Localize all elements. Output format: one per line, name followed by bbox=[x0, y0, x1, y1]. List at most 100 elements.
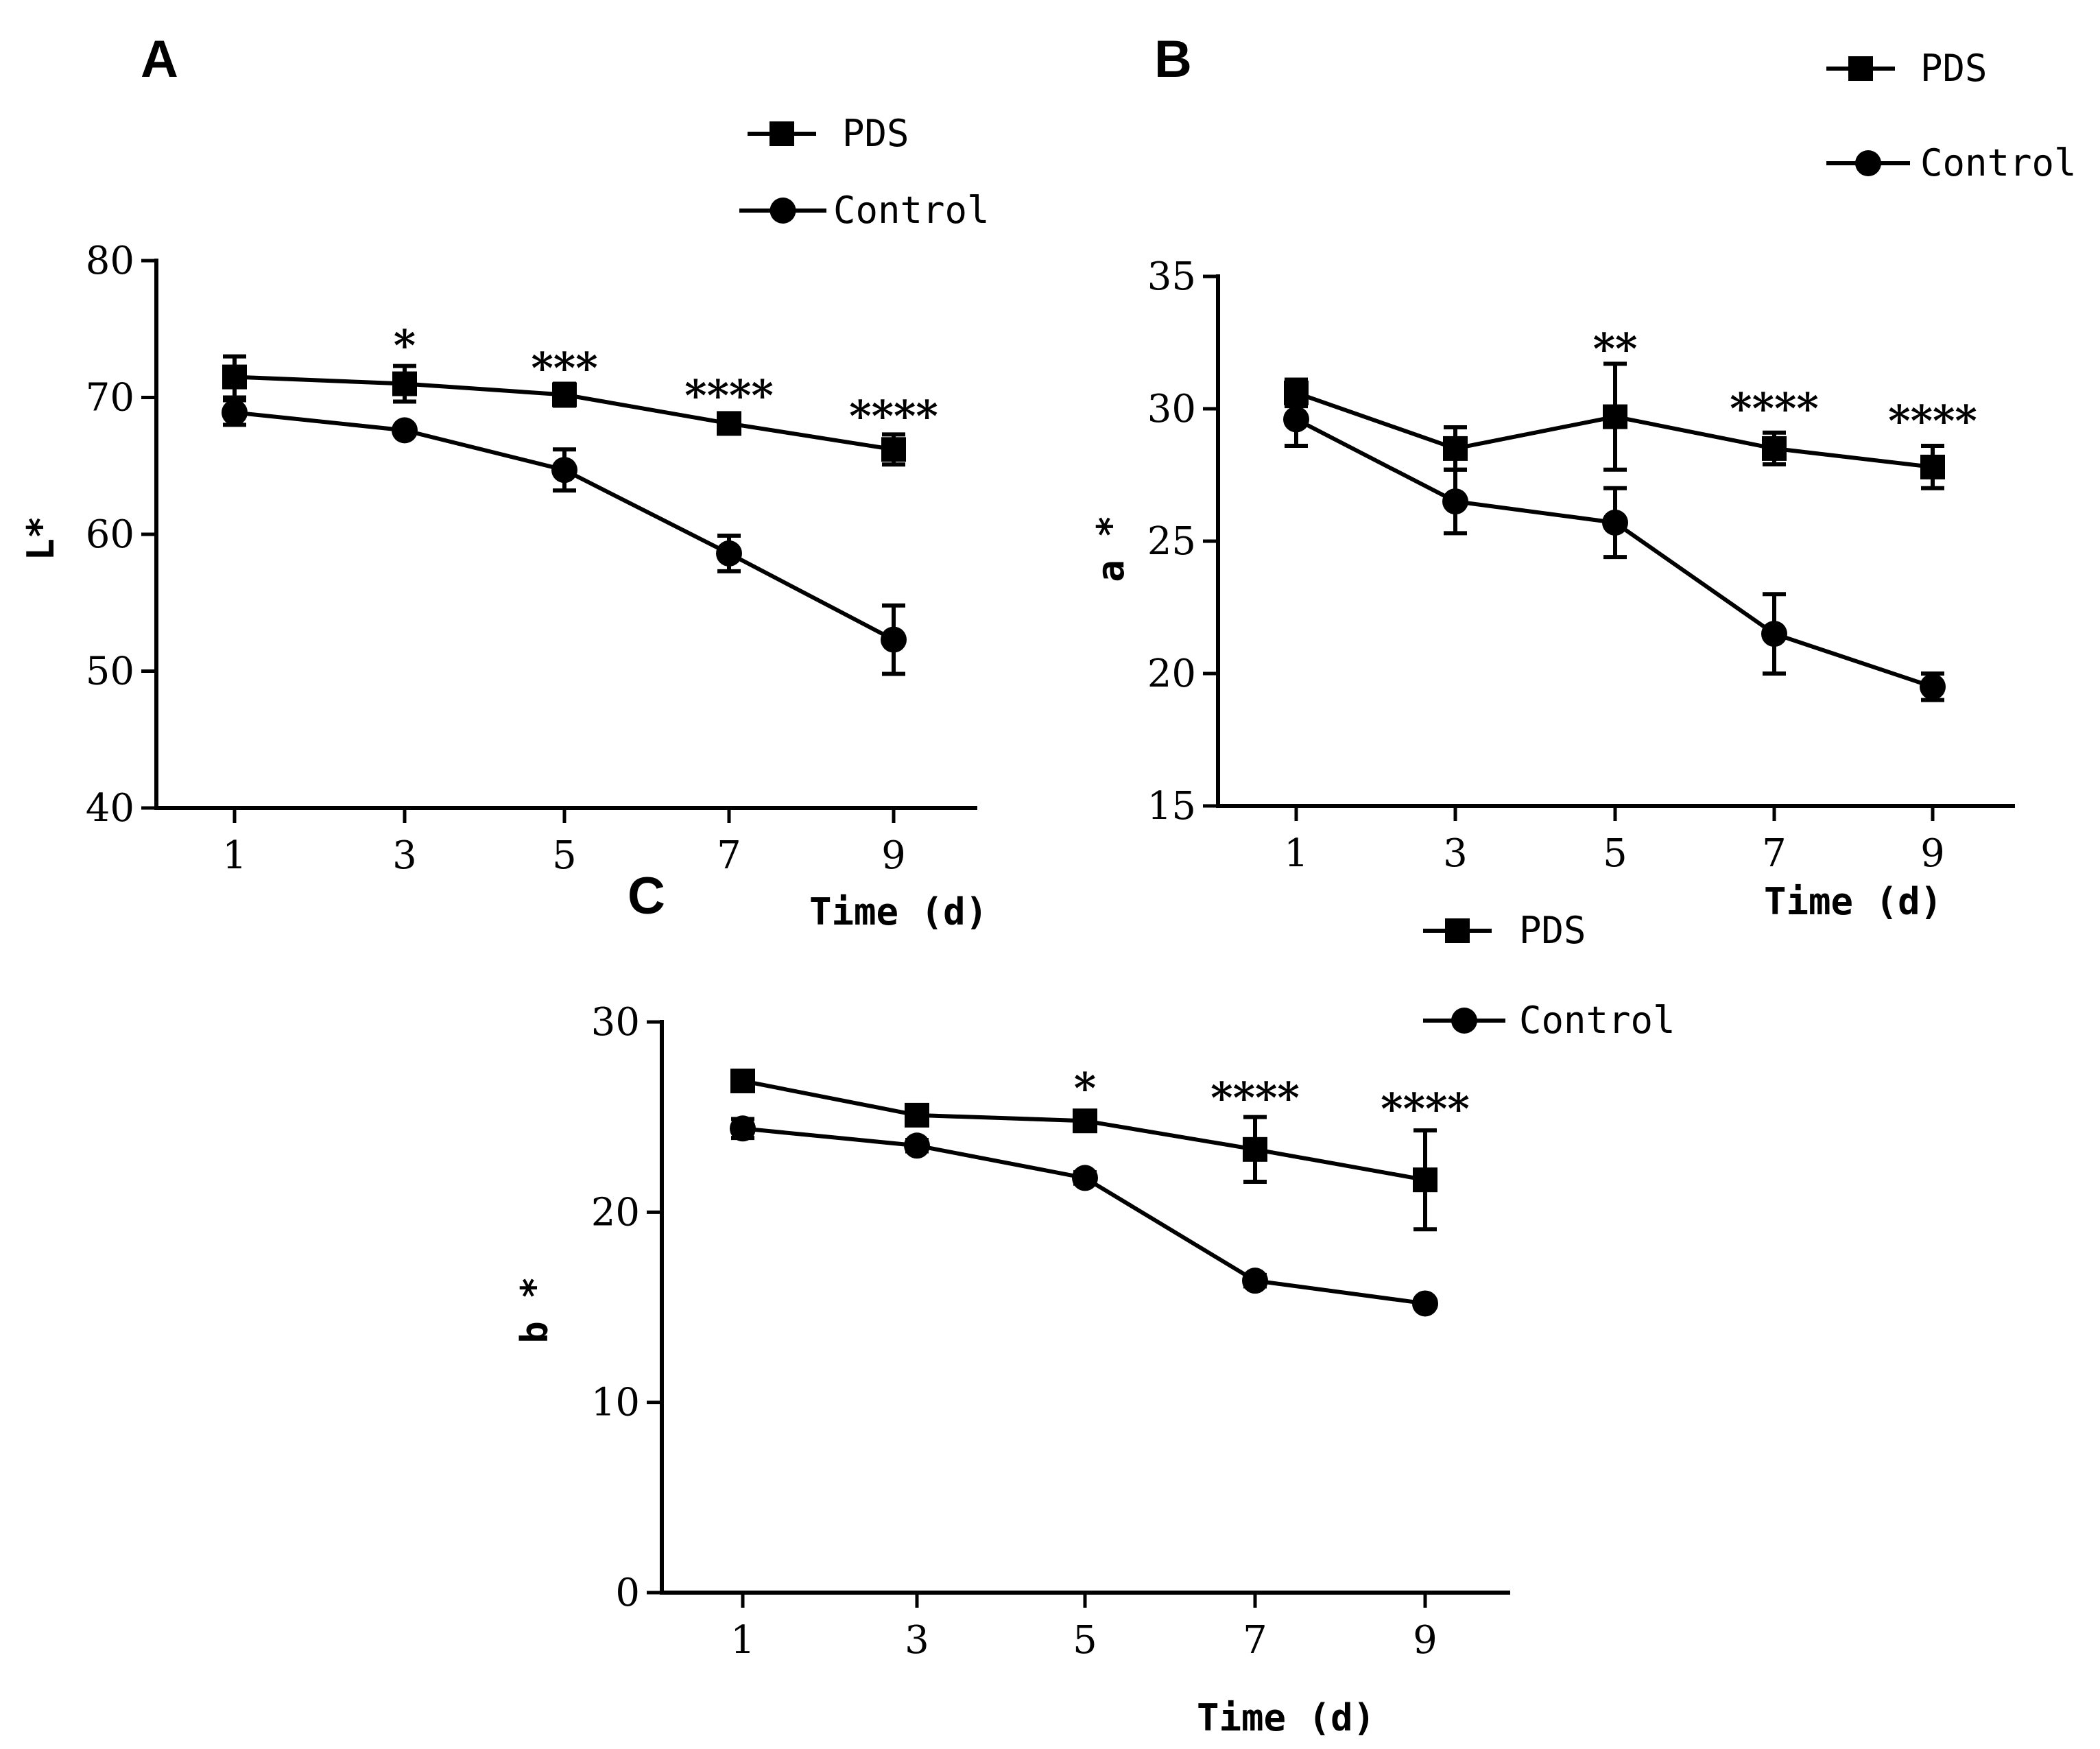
data-point bbox=[1442, 488, 1468, 515]
significance-label: * bbox=[1074, 1063, 1096, 1113]
data-point bbox=[1761, 621, 1787, 647]
significance-label: **** bbox=[1888, 396, 1977, 446]
y-tick-label: 70 bbox=[86, 376, 134, 420]
series-line bbox=[742, 1126, 1426, 1306]
y-tick-label: 30 bbox=[1147, 387, 1196, 431]
data-point bbox=[881, 626, 907, 653]
significance-label: *** bbox=[531, 343, 597, 393]
legend-entry: PDS bbox=[748, 112, 909, 155]
x-tick-label: 1 bbox=[730, 1618, 755, 1663]
data-point bbox=[1243, 1137, 1267, 1162]
significance-label: **** bbox=[1381, 1084, 1470, 1134]
legend-entry: Control bbox=[1423, 999, 1675, 1042]
data-point bbox=[730, 1115, 756, 1142]
data-point bbox=[1443, 436, 1468, 461]
significance-label: **** bbox=[684, 370, 774, 420]
x-tick-label: 5 bbox=[1603, 831, 1627, 876]
data-point bbox=[1602, 509, 1628, 536]
data-point bbox=[1073, 1108, 1097, 1134]
legend-marker bbox=[1451, 1008, 1477, 1034]
x-axis-title: Time (d) bbox=[1764, 880, 1942, 923]
x-tick-label: 7 bbox=[1762, 831, 1787, 876]
legend-label: PDS bbox=[1519, 909, 1586, 952]
data-point bbox=[716, 540, 742, 567]
significance-label: **** bbox=[849, 391, 938, 441]
legend-entry: Control bbox=[739, 189, 990, 232]
data-point bbox=[222, 364, 247, 390]
legend-label: Control bbox=[1519, 999, 1675, 1042]
data-point bbox=[1412, 1290, 1438, 1317]
panel-letter: C bbox=[628, 867, 665, 925]
y-tick-label: 80 bbox=[86, 239, 134, 283]
series-pds bbox=[222, 354, 906, 467]
legend-marker bbox=[1848, 56, 1873, 81]
y-tick-label: 35 bbox=[1147, 254, 1196, 299]
x-axis-title: Time (d) bbox=[809, 890, 988, 933]
y-tick-label: 0 bbox=[615, 1571, 640, 1615]
legend-marker bbox=[1855, 150, 1881, 176]
data-point bbox=[551, 457, 577, 484]
series-pds bbox=[730, 1068, 1437, 1232]
x-tick-label: 5 bbox=[1073, 1618, 1097, 1663]
data-point bbox=[1413, 1167, 1437, 1193]
data-point bbox=[881, 437, 906, 462]
legend-label: PDS bbox=[1920, 47, 1988, 90]
significance-label: ** bbox=[1593, 324, 1638, 374]
data-point bbox=[1603, 404, 1627, 429]
x-tick-label: 5 bbox=[552, 833, 577, 878]
x-tick-label: 9 bbox=[881, 833, 906, 878]
legend-label: PDS bbox=[842, 112, 909, 155]
x-tick-label: 3 bbox=[905, 1618, 929, 1663]
y-tick-label: 40 bbox=[86, 786, 134, 831]
y-axis-title: a * bbox=[1089, 515, 1132, 582]
x-tick-label: 1 bbox=[1284, 831, 1309, 876]
x-tick-label: 3 bbox=[392, 833, 417, 878]
significance-label: * bbox=[394, 320, 416, 370]
series-pds bbox=[1284, 361, 1945, 490]
data-point bbox=[1920, 674, 1946, 700]
legend-label: Control bbox=[1920, 141, 2077, 185]
series-control bbox=[730, 1115, 1438, 1317]
x-tick-label: 3 bbox=[1443, 831, 1468, 876]
y-tick-label: 30 bbox=[591, 1000, 640, 1045]
x-tick-label: 7 bbox=[717, 833, 741, 878]
y-axis-title: L* bbox=[19, 516, 62, 560]
y-tick-label: 25 bbox=[1147, 519, 1196, 564]
significance-label: **** bbox=[1730, 383, 1819, 433]
data-point bbox=[222, 399, 248, 426]
legend-marker bbox=[769, 198, 796, 224]
significance-label: **** bbox=[1210, 1073, 1300, 1123]
data-point bbox=[552, 382, 577, 407]
series-line bbox=[234, 410, 895, 642]
y-tick-label: 15 bbox=[1147, 784, 1196, 829]
x-tick-label: 9 bbox=[1413, 1618, 1437, 1663]
x-tick-label: 9 bbox=[1920, 831, 1945, 876]
data-point bbox=[717, 411, 741, 436]
data-point bbox=[1920, 454, 1945, 479]
legend-label: Control bbox=[833, 189, 990, 232]
y-tick-label: 20 bbox=[1147, 652, 1196, 696]
series-control bbox=[222, 398, 907, 676]
panel-letter: A bbox=[141, 30, 178, 88]
x-tick-label: 1 bbox=[222, 833, 247, 878]
legend-entry: PDS bbox=[1423, 909, 1586, 952]
legend-entry: PDS bbox=[1826, 47, 1988, 90]
legend-entry: Control bbox=[1826, 141, 2077, 185]
data-point bbox=[392, 371, 417, 396]
y-tick-label: 50 bbox=[86, 650, 134, 694]
data-point bbox=[904, 1132, 930, 1159]
x-axis-title: Time (d) bbox=[1197, 1696, 1375, 1739]
x-tick-label: 7 bbox=[1243, 1618, 1267, 1663]
data-point bbox=[1242, 1268, 1268, 1294]
y-tick-label: 60 bbox=[86, 512, 134, 557]
data-point bbox=[1762, 436, 1787, 461]
legend-marker bbox=[769, 121, 794, 146]
y-tick-label: 10 bbox=[591, 1381, 640, 1425]
panel-letter: B bbox=[1154, 30, 1192, 88]
data-point bbox=[730, 1068, 755, 1093]
data-point bbox=[1072, 1165, 1098, 1191]
